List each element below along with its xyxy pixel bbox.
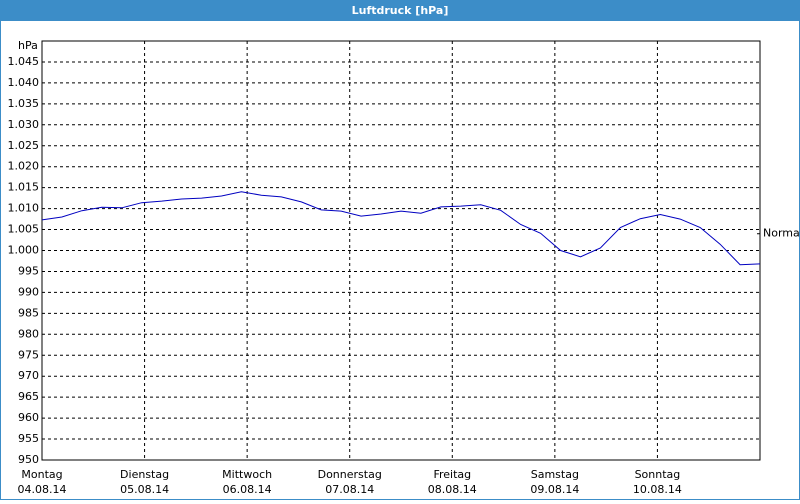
x-tick-date: 08.08.14 [428,483,477,496]
y-tick-label: 950 [18,453,39,466]
y-tick-label: 1.040 [8,76,40,89]
x-tick-label: Mittwoch [222,468,272,481]
x-tick-label: Samstag [531,468,579,481]
y-tick-label: 975 [18,348,39,361]
chart-title: Luftdruck [hPa] [352,4,449,17]
pressure-line [41,191,761,266]
y-tick-label: 1.045 [8,55,40,68]
y-tick-label: 1.020 [8,160,40,173]
y-tick-label: 1.010 [8,202,40,215]
y-tick-label: 970 [18,369,39,382]
y-tick-label: 1.000 [8,244,40,257]
y-tick-label: 960 [18,411,39,424]
x-tick-label: Dienstag [120,468,169,481]
y-tick-label: 1.025 [8,139,40,152]
x-tick-date: 05.08.14 [120,483,169,496]
y-tick-label: 980 [18,327,39,340]
x-tick-label: Montag [21,468,62,481]
y-unit: hPa [18,39,38,52]
x-tick-label: Freitag [433,468,471,481]
y-tick-label: 985 [18,306,39,319]
y-tick-label: 1.035 [8,97,40,110]
x-tick-label: Sonntag [635,468,681,481]
y-tick-label: 995 [18,264,39,277]
x-tick-label: Donnerstag [318,468,382,481]
x-tick-date: 04.08.14 [18,483,67,496]
x-tick-date: 06.08.14 [223,483,272,496]
y-tick-label: 1.030 [8,118,40,131]
y-tick-label: 955 [18,432,39,445]
x-tick-date: 07.08.14 [325,483,374,496]
y-tick-label: 1.005 [8,223,40,236]
y-tick-label: 990 [18,285,39,298]
normal-label: Normal [763,227,800,240]
x-tick-date: 10.08.14 [633,483,682,496]
y-tick-label: 1.015 [8,181,40,194]
x-tick-date: 09.08.14 [530,483,579,496]
y-tick-label: 965 [18,390,39,403]
title-bar [0,0,800,21]
